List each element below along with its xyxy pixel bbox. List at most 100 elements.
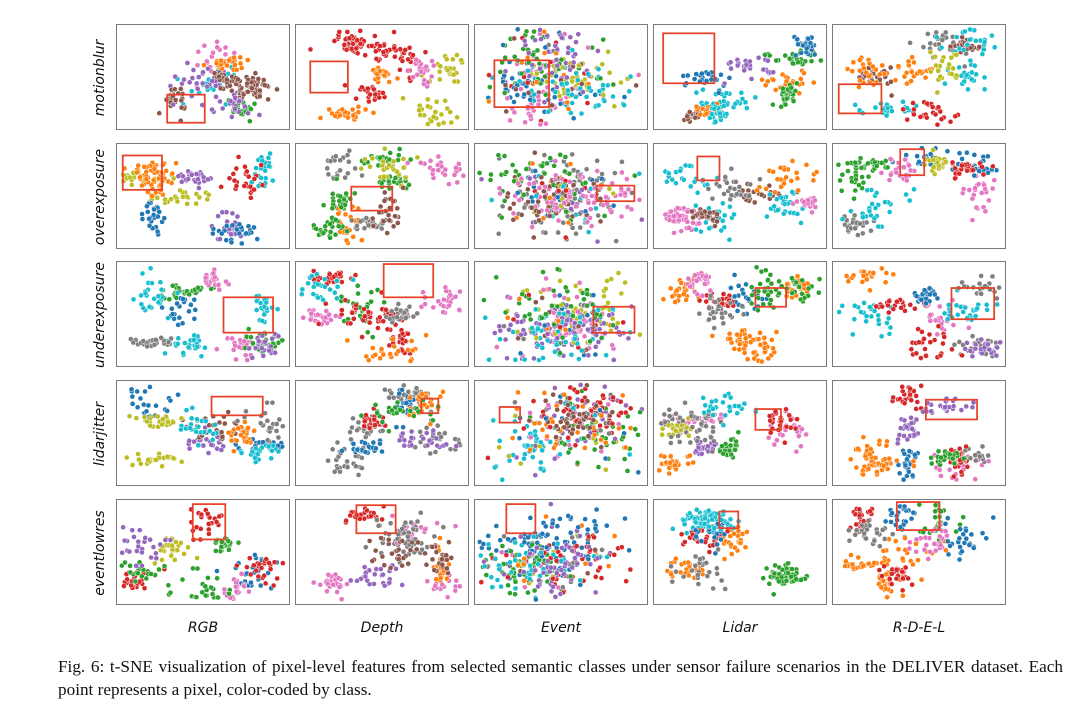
scatter-point [621,430,627,437]
scatter-point [530,454,536,460]
scatter-point [609,342,616,348]
scatter-point [178,97,185,104]
scatter-point [551,413,558,419]
highlight-box [837,83,883,115]
scatter-point [591,431,598,438]
scatter-point [557,100,564,107]
scatter-point [133,415,140,421]
scatter-point [494,344,500,350]
scatter-point [953,72,960,79]
scatter-point [153,457,159,463]
scatter-point [745,296,752,302]
scatter-point [362,106,369,113]
scatter-point [533,79,540,85]
scatter-point [557,399,564,405]
scatter-point [151,206,157,213]
scatter-point [762,52,768,58]
scatter-points [680,34,824,126]
scatter-point [567,34,574,40]
scatter-point [201,429,208,435]
scatter-point [238,450,245,456]
scatter-point [345,170,351,177]
scatter-point [201,42,208,49]
scatter-point [408,442,415,449]
scatter-point [244,168,250,175]
scatter-point [310,284,317,290]
scatter-point [369,345,376,351]
scatter-point [395,220,401,226]
scatter-point [541,390,548,396]
scatter-point [372,352,379,358]
scatter-point [989,185,996,192]
scatter-point [577,224,584,231]
scatter-point [839,171,846,178]
scatter-point [872,205,879,211]
scatter-point [161,215,168,221]
scatter-point [879,265,885,272]
scatter-point [927,339,934,345]
highlight-box [210,395,264,417]
scatter-point [900,164,907,170]
scatter-point [567,193,573,200]
scatter-point [585,433,592,440]
scatter-point [612,170,618,176]
scatter-point [736,346,743,353]
scatter-point [443,56,450,62]
scatter-point [574,460,581,466]
scatter-point [578,110,585,117]
scatter-point [181,76,187,83]
scatter-point [408,338,415,344]
scatter-point [982,186,988,192]
scatter-point [259,332,266,339]
scatter-point [982,208,989,215]
scatter-point [684,72,691,79]
scatter-point [693,71,700,77]
scatter-point [813,169,820,175]
scatter-point [570,115,577,122]
scatter-points [844,26,998,128]
scatter-point [535,198,541,205]
scatter-point [386,217,393,224]
scatter-point [789,189,795,195]
scatter-point [965,86,971,93]
scatter-point [537,65,543,72]
scatter-point [547,424,554,430]
scatter-point [170,101,176,108]
scatter-point [385,178,392,185]
scatter-point [223,76,230,83]
scatter-point [856,67,863,74]
scatter-point [186,437,193,444]
scatter-point [541,322,548,329]
scatter-point [315,311,321,318]
scatter-point [253,307,260,313]
scatter-point [326,271,333,278]
scatter-point [969,195,976,202]
scatter-point [798,76,804,82]
scatter-point [435,298,442,305]
scatter-point [961,63,968,70]
scatter-point [705,71,712,77]
scatter-point [590,292,597,298]
scatter-point [196,185,202,191]
scatter-point [893,169,900,176]
scatter-point [838,188,845,194]
scatter-point [973,204,980,211]
scatter-point [712,299,719,305]
scatter-point [456,161,462,167]
scatter-point [969,353,976,360]
scatter-point [381,299,387,306]
scatter-point [541,170,548,177]
scatter-points [325,382,463,478]
scatter-point [967,347,974,354]
scatter-point [916,159,922,165]
scatter-point [748,300,755,307]
scatter-point [515,389,521,396]
scatter-point [691,178,698,185]
scatter-point [747,181,754,188]
scatter-point [903,177,910,184]
scatter-point [563,234,569,241]
scatter-point [238,65,245,71]
scatter-point [754,187,760,194]
scatter-point [307,316,314,323]
